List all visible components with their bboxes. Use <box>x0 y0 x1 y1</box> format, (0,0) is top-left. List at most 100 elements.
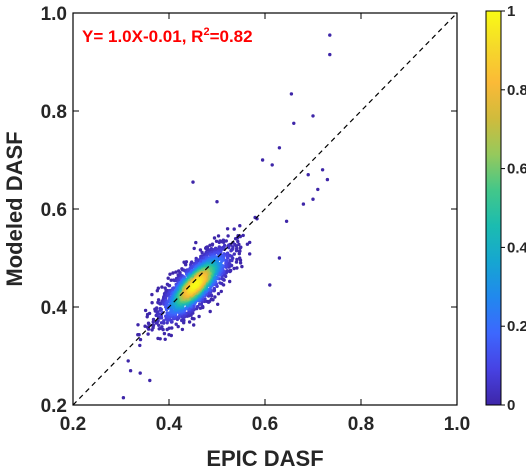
scatter-point <box>147 322 151 326</box>
scatter-point <box>248 240 252 245</box>
colorbar-ticks: 0 0.2 0.4 0.6 0.8 1 <box>501 3 526 414</box>
scatter-point <box>159 314 163 318</box>
scatter-point <box>174 270 178 274</box>
scatter-point <box>212 286 216 291</box>
scatter-point <box>228 258 232 263</box>
scatter-point <box>138 337 143 342</box>
scatter-point <box>248 252 252 256</box>
scatter-point <box>121 396 126 400</box>
scatter-point <box>147 311 152 316</box>
scatter-point <box>245 242 250 246</box>
scatter-point <box>234 249 239 253</box>
colorbar-tick-label: 0.2 <box>507 318 526 335</box>
regression-annotation: Y= 1.0X-0.01, R2=0.82 <box>82 26 253 46</box>
scatter-point <box>159 307 163 312</box>
scatter-point <box>233 237 238 241</box>
scatter-point <box>270 163 274 167</box>
scatter-point <box>238 224 242 228</box>
scatter-point <box>225 269 229 273</box>
scatter-point <box>216 234 221 238</box>
x-axis-title: EPIC DASF <box>206 446 323 471</box>
scatter-point <box>289 92 294 96</box>
scatter-point <box>306 173 310 177</box>
scatter-point <box>163 286 167 290</box>
scatter-point <box>226 234 230 238</box>
scatter-point <box>224 261 228 265</box>
scatter-point <box>155 289 159 293</box>
scatter-point <box>237 249 242 253</box>
x-tick-label: 1.0 <box>444 414 470 435</box>
scatter-point <box>137 333 141 337</box>
scatter-point <box>191 180 195 184</box>
scatter-point <box>172 286 176 290</box>
scatter-point <box>229 249 233 253</box>
scatter-point <box>171 271 175 275</box>
scatter-point <box>210 243 214 247</box>
scatter-point <box>233 242 237 247</box>
y-tick-label: 0.8 <box>41 102 67 123</box>
scatter-point <box>311 197 315 201</box>
scatter-point <box>156 298 161 302</box>
y-axis-ticks: 0.2 0.4 0.6 0.8 1.0 <box>41 4 457 417</box>
scatter-point <box>320 168 325 172</box>
scatter-point <box>155 306 159 310</box>
scatter-point <box>227 245 231 250</box>
scatter-point <box>240 264 244 269</box>
scatter-point <box>212 236 217 240</box>
x-tick-label: 0.8 <box>348 414 374 435</box>
scatter-point <box>311 114 315 118</box>
scatter-point <box>277 256 282 260</box>
scatter-point <box>236 239 240 244</box>
scatter-point <box>170 326 174 330</box>
scatter-point <box>205 299 209 304</box>
scatter-point <box>162 319 166 323</box>
x-axis-ticks: 0.2 0.4 0.6 0.8 1.0 <box>60 13 470 435</box>
scatter-point <box>268 283 272 287</box>
scatter-point <box>198 306 203 310</box>
y-axis-title: Modeled DASF <box>2 131 27 286</box>
scatter-point <box>225 254 229 259</box>
scatter-point <box>215 200 219 204</box>
scatter-point <box>228 279 232 284</box>
scatter-point <box>234 260 239 264</box>
scatter-point <box>151 323 156 328</box>
one-to-one-reference-line <box>72 12 458 406</box>
scatter-point <box>146 327 151 331</box>
colorbar-tick-label: 0.6 <box>507 161 526 178</box>
scatter-point <box>190 316 194 321</box>
colorbar-tick-label: 0.4 <box>507 239 526 256</box>
scatter-point <box>126 359 130 363</box>
scatter-point <box>167 326 171 330</box>
scatter-point <box>145 315 149 319</box>
scatter-point <box>222 240 226 244</box>
scatter-point <box>176 324 180 329</box>
scatter-point <box>138 343 142 348</box>
annotation-tail: =0.82 <box>210 27 253 46</box>
scatter-point <box>225 227 230 231</box>
scatter-point <box>194 240 198 245</box>
scatter-point <box>200 250 204 255</box>
annotation-main: Y= 1.0X-0.01, R <box>82 27 203 46</box>
scatter-point <box>166 276 170 280</box>
scatter-point <box>158 302 163 306</box>
scatter-point <box>219 289 223 294</box>
scatter-point <box>157 323 161 327</box>
scatter-point <box>208 309 212 314</box>
scatter-point <box>241 233 245 238</box>
scatter-point <box>218 281 222 285</box>
scatter-point <box>235 257 239 262</box>
scatter-points <box>121 33 332 400</box>
scatter-point <box>138 371 142 375</box>
scatter-point <box>192 246 196 251</box>
scatter-point <box>150 301 154 305</box>
scatter-point <box>316 187 320 192</box>
scatter-point <box>217 240 221 245</box>
scatter-point <box>237 242 241 247</box>
colorbar-tick-label: 0 <box>507 397 515 414</box>
scatter-point <box>184 263 188 267</box>
scatter-point <box>160 325 164 329</box>
scatter-point <box>160 285 164 289</box>
y-tick-label: 0.6 <box>41 200 67 221</box>
scatter-point <box>180 327 185 332</box>
